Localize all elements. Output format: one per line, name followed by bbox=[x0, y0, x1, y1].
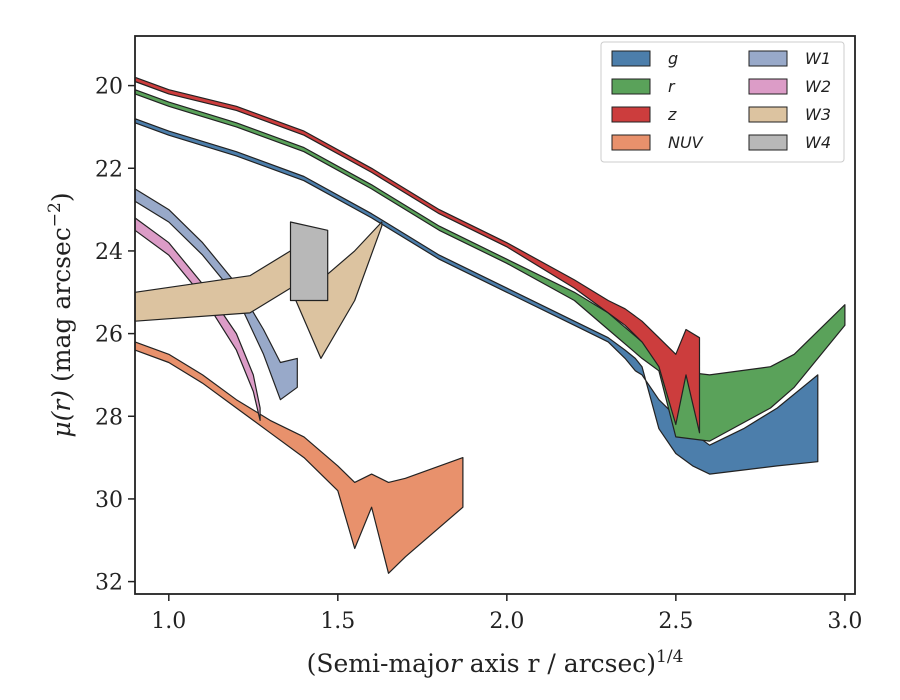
x-axis: 1.0 1.5 2.0 2.5 3.0 bbox=[151, 594, 862, 634]
y-axis: 20 22 24 26 28 30 32 bbox=[95, 75, 135, 596]
band-z bbox=[134, 76, 701, 434]
legend-label-w3: W3 bbox=[805, 105, 831, 124]
x-tick-label: 1.0 bbox=[151, 609, 186, 634]
legend-swatch-w2 bbox=[748, 78, 788, 95]
y-tick-label: 26 bbox=[95, 323, 123, 348]
y-tick-label: 20 bbox=[95, 75, 123, 100]
y-tick-label: 30 bbox=[95, 488, 123, 513]
legend-frame bbox=[600, 41, 845, 163]
x-axis-title: (Semi-major axis r / arcsec)1/4 bbox=[307, 647, 684, 678]
legend-swatch-r bbox=[611, 78, 651, 95]
legend-swatch-nuv bbox=[611, 134, 651, 151]
y-tick-label: 22 bbox=[95, 157, 123, 182]
legend-swatch-z bbox=[611, 106, 651, 123]
band-w1 bbox=[134, 188, 298, 401]
legend-label-w4: W4 bbox=[805, 133, 831, 152]
plot-frame bbox=[134, 35, 856, 595]
band-r bbox=[134, 89, 846, 442]
legend-swatch-w4 bbox=[748, 134, 788, 151]
y-tick-label: 24 bbox=[95, 240, 123, 265]
x-tick-label: 3.0 bbox=[827, 609, 862, 634]
legend-label-z: z bbox=[667, 105, 677, 124]
y-axis-title-exponent: −2 bbox=[45, 202, 65, 227]
y-tick-label: 32 bbox=[95, 571, 123, 596]
legend-label-nuv: NUV bbox=[668, 133, 704, 152]
legend-label-g: g bbox=[668, 49, 678, 68]
y-axis-title-text: μ(r) (mag arcsec bbox=[47, 227, 76, 437]
y-axis-title-suffix: ) bbox=[47, 192, 76, 202]
band-nuv bbox=[134, 341, 464, 574]
bands-layer bbox=[134, 76, 846, 574]
band-w4 bbox=[289, 221, 329, 302]
x-axis-title-exponent: 1/4 bbox=[656, 647, 683, 667]
y-axis-title: μ(r) (mag arcsec−2) bbox=[45, 192, 76, 437]
legend: grz NUV W1 W2 W3 W4 bbox=[600, 41, 845, 163]
band-g bbox=[134, 118, 819, 475]
legend-label-w1: W1 bbox=[805, 49, 831, 68]
x-tick-label: 2.0 bbox=[489, 609, 524, 634]
x-tick-label: 2.5 bbox=[658, 609, 693, 634]
x-axis-title-text: (Semi-major axis r / arcsec) bbox=[307, 649, 656, 678]
legend-label-r: r bbox=[668, 77, 676, 96]
legend-label-w2: W2 bbox=[805, 77, 831, 96]
legend-swatch-w1 bbox=[748, 50, 788, 67]
legend-swatch-g bbox=[611, 50, 651, 67]
y-tick-label: 28 bbox=[95, 405, 123, 430]
x-tick-label: 1.5 bbox=[320, 609, 355, 634]
legend-swatch-w3 bbox=[748, 106, 788, 123]
